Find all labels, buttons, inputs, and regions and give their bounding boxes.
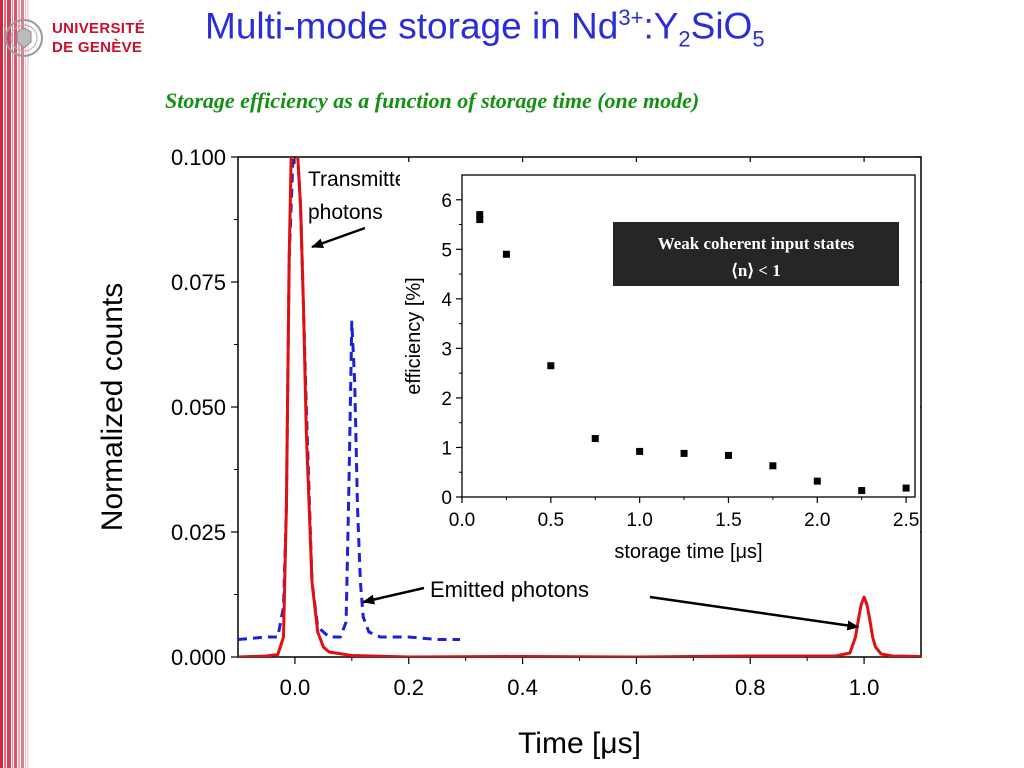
- inset-y-tick-label: 6: [441, 191, 452, 212]
- stripe: [4, 0, 6, 768]
- stripe: [12, 0, 13, 768]
- stripe: [0, 0, 3, 768]
- inset-data-point: [502, 250, 510, 258]
- inset-data-point: [902, 484, 910, 492]
- solid-series-line: [238, 157, 921, 657]
- inset-data-point: [476, 216, 484, 224]
- y-tick-label: 0.100: [171, 145, 226, 170]
- x-axis-label: Time [μs]: [518, 727, 641, 760]
- inset-y-axis-label: efficiency [%]: [403, 277, 425, 394]
- logo-line-2: DE GENÈVE: [52, 39, 143, 56]
- title-main: Multi-mode storage in Nd: [205, 5, 619, 47]
- inset-plot: 0.0 0.5 1.0 1.5 2.0 2.5 0 1 2 3 4 5 6 storage time [μ…: [400, 162, 920, 565]
- x-tick-label: 0.0: [280, 675, 311, 700]
- inset-data-point: [813, 477, 821, 485]
- title-mid-2: SiO: [690, 5, 753, 47]
- inset-x-tick-label: 1.5: [715, 510, 741, 531]
- legend-box-line1: Weak coherent input states: [658, 234, 855, 253]
- university-seal-icon: [5, 19, 43, 57]
- inset-x-axis-label: storage time [μs]: [614, 541, 762, 563]
- main-plot-series: [238, 157, 921, 657]
- inset-y-tick-label: 4: [441, 290, 452, 311]
- inset-data-point: [724, 451, 732, 459]
- stripe: [14, 0, 17, 768]
- inset-y-tick-label: 3: [441, 339, 452, 360]
- x-tick-label: 0.4: [507, 675, 538, 700]
- legend-box-line2: ⟨n⟩ < 1: [731, 261, 780, 280]
- decorative-stripes: [0, 0, 29, 768]
- inset-data-point: [547, 362, 555, 370]
- x-tick-label: 0.2: [393, 675, 424, 700]
- annotation-arrow-transmitted: [311, 226, 366, 249]
- inset-data-point: [636, 447, 644, 455]
- inset-x-tick-label: 0.0: [449, 510, 475, 531]
- y-axis-label: Normalized counts: [96, 283, 129, 531]
- annotation-arrow-emitted-1: [362, 586, 425, 605]
- inset-y-tick-label: 1: [441, 438, 452, 459]
- inset-y-tick-label: 2: [441, 389, 452, 410]
- logo-line-1: UNIVERSITÉ: [52, 20, 146, 37]
- title-subscript-1: 2: [678, 26, 691, 52]
- annotation-emitted-label: Emitted photons: [430, 577, 589, 602]
- university-logo: UNIVERSITÉ DE GENÈVE: [0, 14, 160, 64]
- slide-subtitle: Storage efficiency as a function of stor…: [165, 88, 700, 113]
- annotation-transmitted-line1: Transmitted: [308, 168, 418, 191]
- inset-x-tick-label: 1.0: [626, 510, 652, 531]
- inset-y-tick-label: 0: [441, 488, 452, 509]
- inset-frame: [461, 174, 916, 498]
- inset-x-tick-label: 2.0: [804, 510, 830, 531]
- inset-x-tick-label: 2.5: [893, 510, 919, 531]
- stripe: [21, 0, 24, 768]
- inset-data-point: [769, 462, 777, 470]
- main-plot-axes: 0.0 0.2 0.4 0.6 0.8 1.00.0000.0250.0500.0750.…: [96, 145, 922, 760]
- stripe: [25, 0, 26, 768]
- inset-data-point: [680, 449, 688, 457]
- slide-title: Multi-mode storage in Nd3+:Y2SiO5: [205, 5, 1005, 53]
- annotation-transmitted-line2: photons: [308, 201, 383, 224]
- y-tick-label: 0.025: [171, 520, 226, 545]
- inset-x-tick-label: 0.5: [538, 510, 564, 531]
- inset-data-point: [591, 435, 599, 443]
- x-tick-label: 1.0: [849, 675, 880, 700]
- x-tick-label: 0.6: [621, 675, 652, 700]
- inset-y-tick-label: 5: [441, 240, 452, 261]
- title-superscript: 3+: [618, 5, 644, 30]
- stripe: [27, 0, 29, 768]
- inset-data-point: [858, 487, 866, 495]
- stripe: [7, 0, 11, 768]
- title-mid: :Y: [643, 5, 679, 47]
- x-tick-label: 0.8: [735, 675, 766, 700]
- y-tick-label: 0.050: [171, 395, 226, 420]
- y-tick-label: 0.000: [171, 645, 226, 670]
- annotation-arrow-emitted-2: [649, 595, 860, 631]
- y-tick-label: 0.075: [171, 270, 226, 295]
- stripe: [18, 0, 20, 768]
- title-subscript-2: 5: [752, 26, 765, 52]
- legend-box: [613, 222, 899, 286]
- inset-data-point: [476, 211, 484, 219]
